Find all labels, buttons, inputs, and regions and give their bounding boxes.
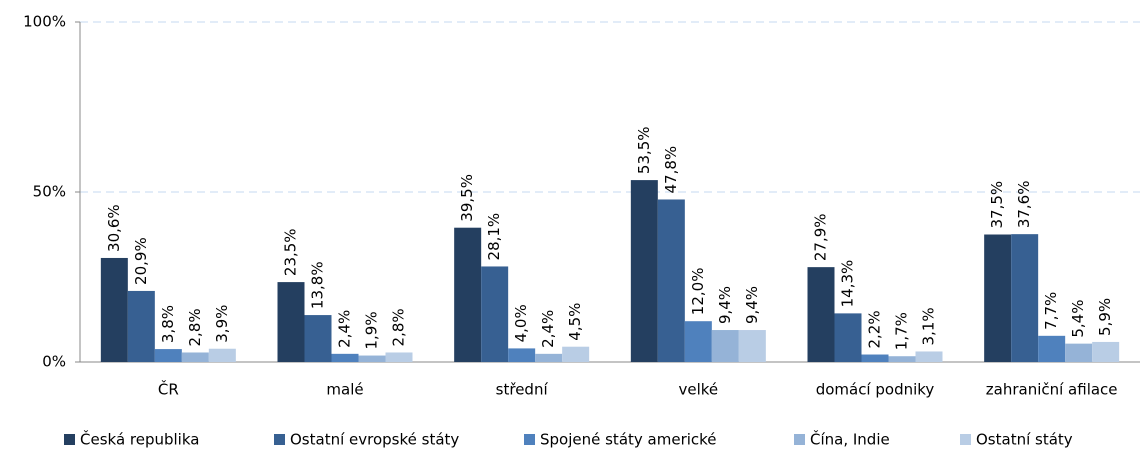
data-label: 2,2% (866, 310, 884, 348)
bar (1092, 341, 1120, 362)
data-label: 2,8% (390, 308, 408, 346)
data-label: 3,1% (920, 307, 938, 345)
data-label: 30,6% (105, 204, 123, 252)
bar (834, 313, 862, 362)
data-label: 37,6% (1015, 181, 1033, 229)
bar (331, 353, 359, 362)
x-tick-label: velké (679, 381, 719, 399)
data-label: 4,5% (566, 303, 584, 341)
data-label: 9,4% (716, 286, 734, 324)
bar (127, 290, 155, 362)
legend-label: Ostatní státy (976, 431, 1073, 449)
bar (100, 257, 128, 362)
data-label: 53,5% (635, 126, 653, 174)
data-label: 23,5% (282, 228, 300, 276)
bar (684, 321, 712, 362)
x-tick-label: střední (496, 381, 549, 399)
data-label: 14,3% (839, 260, 857, 308)
bar (888, 356, 916, 362)
legend-swatch (274, 434, 285, 445)
data-label: 3,8% (159, 305, 177, 343)
legend-label: Ostatní evropské státy (290, 431, 459, 449)
legend-label: Česká republika (80, 430, 199, 449)
bar (481, 266, 509, 362)
bar (861, 354, 889, 362)
bar (984, 234, 1012, 362)
data-label: 3,9% (213, 305, 231, 343)
bar (1011, 234, 1039, 362)
y-tick-label: 100% (23, 13, 66, 31)
legend-swatch (794, 434, 805, 445)
bar (562, 346, 590, 362)
bar (181, 352, 209, 362)
bar (915, 351, 943, 362)
bar (358, 355, 386, 362)
x-tick-label: ČR (158, 380, 179, 399)
bar (385, 352, 413, 362)
bar (535, 353, 563, 362)
bar (304, 315, 332, 362)
data-label: 2,4% (539, 310, 557, 348)
data-label: 27,9% (812, 213, 830, 261)
data-label: 28,1% (485, 213, 503, 261)
data-label: 5,4% (1069, 300, 1087, 338)
y-tick-label: 0% (42, 353, 66, 371)
bar (208, 348, 236, 362)
data-label: 9,4% (743, 286, 761, 324)
legend-swatch (524, 434, 535, 445)
data-label: 1,9% (363, 311, 381, 349)
bar (807, 267, 835, 362)
bar (1038, 335, 1066, 362)
data-label: 2,8% (186, 308, 204, 346)
data-label: 20,9% (132, 237, 150, 285)
data-label: 4,0% (512, 304, 530, 342)
bar (711, 330, 739, 362)
legend-swatch (960, 434, 971, 445)
data-label: 47,8% (662, 146, 680, 194)
legend-swatch (64, 434, 75, 445)
data-label: 2,4% (336, 310, 354, 348)
data-label: 37,5% (988, 181, 1006, 229)
data-label: 13,8% (309, 261, 327, 309)
bar (1065, 343, 1093, 362)
bar (657, 199, 685, 362)
data-label: 1,7% (893, 312, 911, 350)
data-label: 39,5% (458, 174, 476, 222)
data-label: 5,9% (1096, 298, 1114, 336)
bar (738, 330, 766, 362)
bar (277, 282, 305, 362)
x-tick-label: malé (326, 381, 363, 399)
data-label: 12,0% (689, 268, 707, 316)
bar (154, 349, 182, 362)
legend-label: Spojené státy americké (540, 431, 717, 449)
legend-label: Čína, Indie (810, 430, 890, 449)
x-tick-label: zahraniční afilace (986, 381, 1118, 399)
y-tick-label: 50% (33, 183, 66, 201)
bar (508, 348, 536, 362)
x-tick-label: domácí podniky (816, 381, 935, 399)
bar (630, 180, 658, 362)
bar (454, 227, 482, 362)
data-label: 7,7% (1042, 292, 1060, 330)
